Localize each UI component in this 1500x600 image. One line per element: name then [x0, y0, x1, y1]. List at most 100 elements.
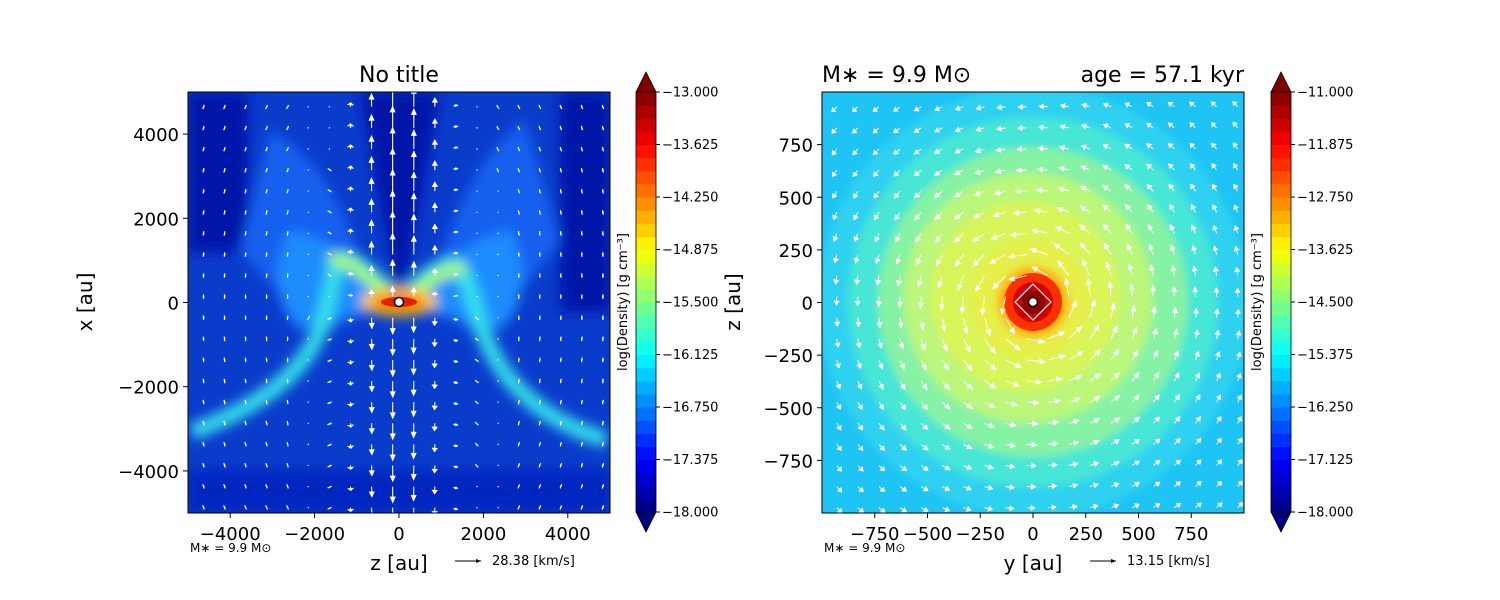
left-velocity-arrow	[265, 505, 268, 510]
left-velocity-arrow	[559, 357, 562, 363]
right-xlabel: y [au]	[1004, 551, 1063, 575]
left-velocity-arrow	[559, 399, 562, 405]
left-velocity-arrow	[368, 240, 375, 255]
right-velocity-arrow	[1047, 398, 1062, 405]
right-velocity-arrow	[1153, 503, 1161, 509]
right-velocity-arrow	[1235, 330, 1242, 339]
left-velocity-arrow	[307, 274, 309, 277]
left-velocity-arrow	[244, 104, 247, 110]
right-velocity-arrow	[942, 485, 951, 492]
left-colorbar-tick-label: −13.000	[662, 86, 718, 101]
right-velocity-arrow	[1005, 380, 1021, 387]
left-velocity-arrow	[327, 359, 332, 362]
right-velocity-arrow	[1124, 123, 1133, 129]
right-velocity-arrow	[954, 126, 964, 133]
left-velocity-arrow	[346, 486, 355, 491]
right-velocity-arrow	[899, 359, 905, 370]
right-velocity-arrow	[1189, 101, 1196, 108]
left-velocity-arrow	[307, 211, 309, 213]
left-velocity-arrow	[346, 165, 355, 171]
left-velocity-arrow	[497, 506, 499, 509]
right-velocity-arrow	[1110, 503, 1120, 510]
left-colorbar-band	[636, 118, 656, 132]
right-colorbar-tick-label: −16.250	[1297, 401, 1353, 416]
right-velocity-arrow	[963, 505, 972, 512]
right-colorbar-band	[1271, 472, 1291, 487]
right-star-marker	[1027, 296, 1039, 308]
right-velocity-arrow	[855, 338, 862, 349]
right-velocity-arrow	[975, 104, 985, 111]
right-velocity-arrow	[1146, 203, 1154, 213]
left-velocity-arrow	[453, 317, 459, 321]
right-velocity-arrow	[1005, 463, 1016, 470]
right-velocity-arrow	[872, 106, 880, 112]
left-colorbar-band	[636, 498, 656, 513]
left-velocity-arrow	[518, 378, 520, 384]
right-colorbar-band	[1271, 459, 1291, 474]
right-velocity-arrow	[1068, 440, 1080, 447]
right-velocity-arrow	[920, 485, 929, 492]
left-velocity-arrow	[327, 252, 332, 256]
right-velocity-arrow	[853, 233, 860, 243]
right-velocity-arrow	[1026, 504, 1036, 511]
right-colorbar-band	[1271, 302, 1291, 316]
left-velocity-arrow	[497, 274, 499, 277]
left-velocity-arrow	[346, 402, 355, 407]
left-velocity-arrow	[601, 252, 604, 257]
left-velocity-arrow	[346, 207, 355, 213]
right-velocity-arrow	[1216, 459, 1223, 466]
left-x-tick-label: −4000	[200, 524, 261, 545]
left-velocity-arrow	[223, 484, 226, 489]
left-velocity-arrow	[431, 338, 438, 348]
right-velocity-arrow	[1124, 102, 1133, 108]
left-velocity-arrow	[453, 359, 459, 364]
right-velocity-arrow	[984, 401, 996, 408]
right-velocity-field	[831, 101, 1244, 513]
right-velocity-arrow	[1059, 124, 1069, 130]
right-velocity-arrow	[1168, 203, 1175, 213]
left-velocity-arrow	[559, 231, 562, 236]
right-velocity-arrow	[1192, 307, 1199, 318]
right-colorbar-band	[1271, 354, 1291, 369]
right-velocity-arrow	[853, 190, 859, 199]
left-velocity-arrow	[474, 421, 479, 426]
right-velocity-arrow	[1213, 287, 1220, 297]
left-velocity-arrow	[601, 357, 604, 363]
right-velocity-arrow	[933, 211, 943, 221]
left-velocity-arrow	[286, 441, 289, 447]
right-velocity-arrow	[1058, 144, 1069, 151]
left-velocity-arrow	[517, 463, 521, 468]
left-colorbar-band	[636, 341, 656, 356]
left-velocity-arrow	[368, 219, 375, 234]
left-velocity-arrow	[517, 441, 521, 447]
right-velocity-arrow	[941, 338, 948, 352]
left-velocity-arrow	[244, 462, 247, 468]
left-velocity-arrow	[368, 176, 375, 192]
left-colorbar-label: log(Density) [g cm⁻³]	[616, 233, 631, 371]
right-velocity-arrow	[973, 190, 985, 197]
left-velocity-arrow	[307, 253, 309, 256]
left-velocity-arrow	[601, 505, 605, 510]
left-velocity-arrow	[496, 125, 500, 131]
right-velocity-arrow	[1054, 225, 1070, 234]
left-velocity-arrow	[539, 252, 541, 257]
left-velocity-arrow	[559, 462, 563, 468]
right-velocity-arrow	[1147, 223, 1154, 234]
left-velocity-arrow	[601, 483, 605, 489]
right-velocity-arrow	[831, 106, 838, 113]
right-velocity-arrow	[963, 401, 974, 410]
left-velocity-arrow	[539, 231, 541, 236]
right-velocity-arrow	[1190, 183, 1196, 192]
right-colorbar-band	[1271, 446, 1291, 461]
right-velocity-arrow	[1105, 260, 1112, 276]
right-velocity-arrow	[1101, 184, 1112, 192]
left-mass-annotation: M∗ = 9.9 M⊙	[190, 541, 271, 555]
left-x-tick-label: 0	[393, 524, 404, 545]
left-colorbar-band	[636, 446, 656, 461]
right-velocity-arrow	[855, 317, 862, 328]
right-velocity-arrow	[1234, 308, 1242, 318]
right-velocity-arrow	[933, 169, 943, 176]
right-colorbar-band	[1271, 498, 1291, 513]
right-velocity-arrow	[1015, 167, 1027, 174]
left-colorbar-band	[636, 380, 656, 395]
